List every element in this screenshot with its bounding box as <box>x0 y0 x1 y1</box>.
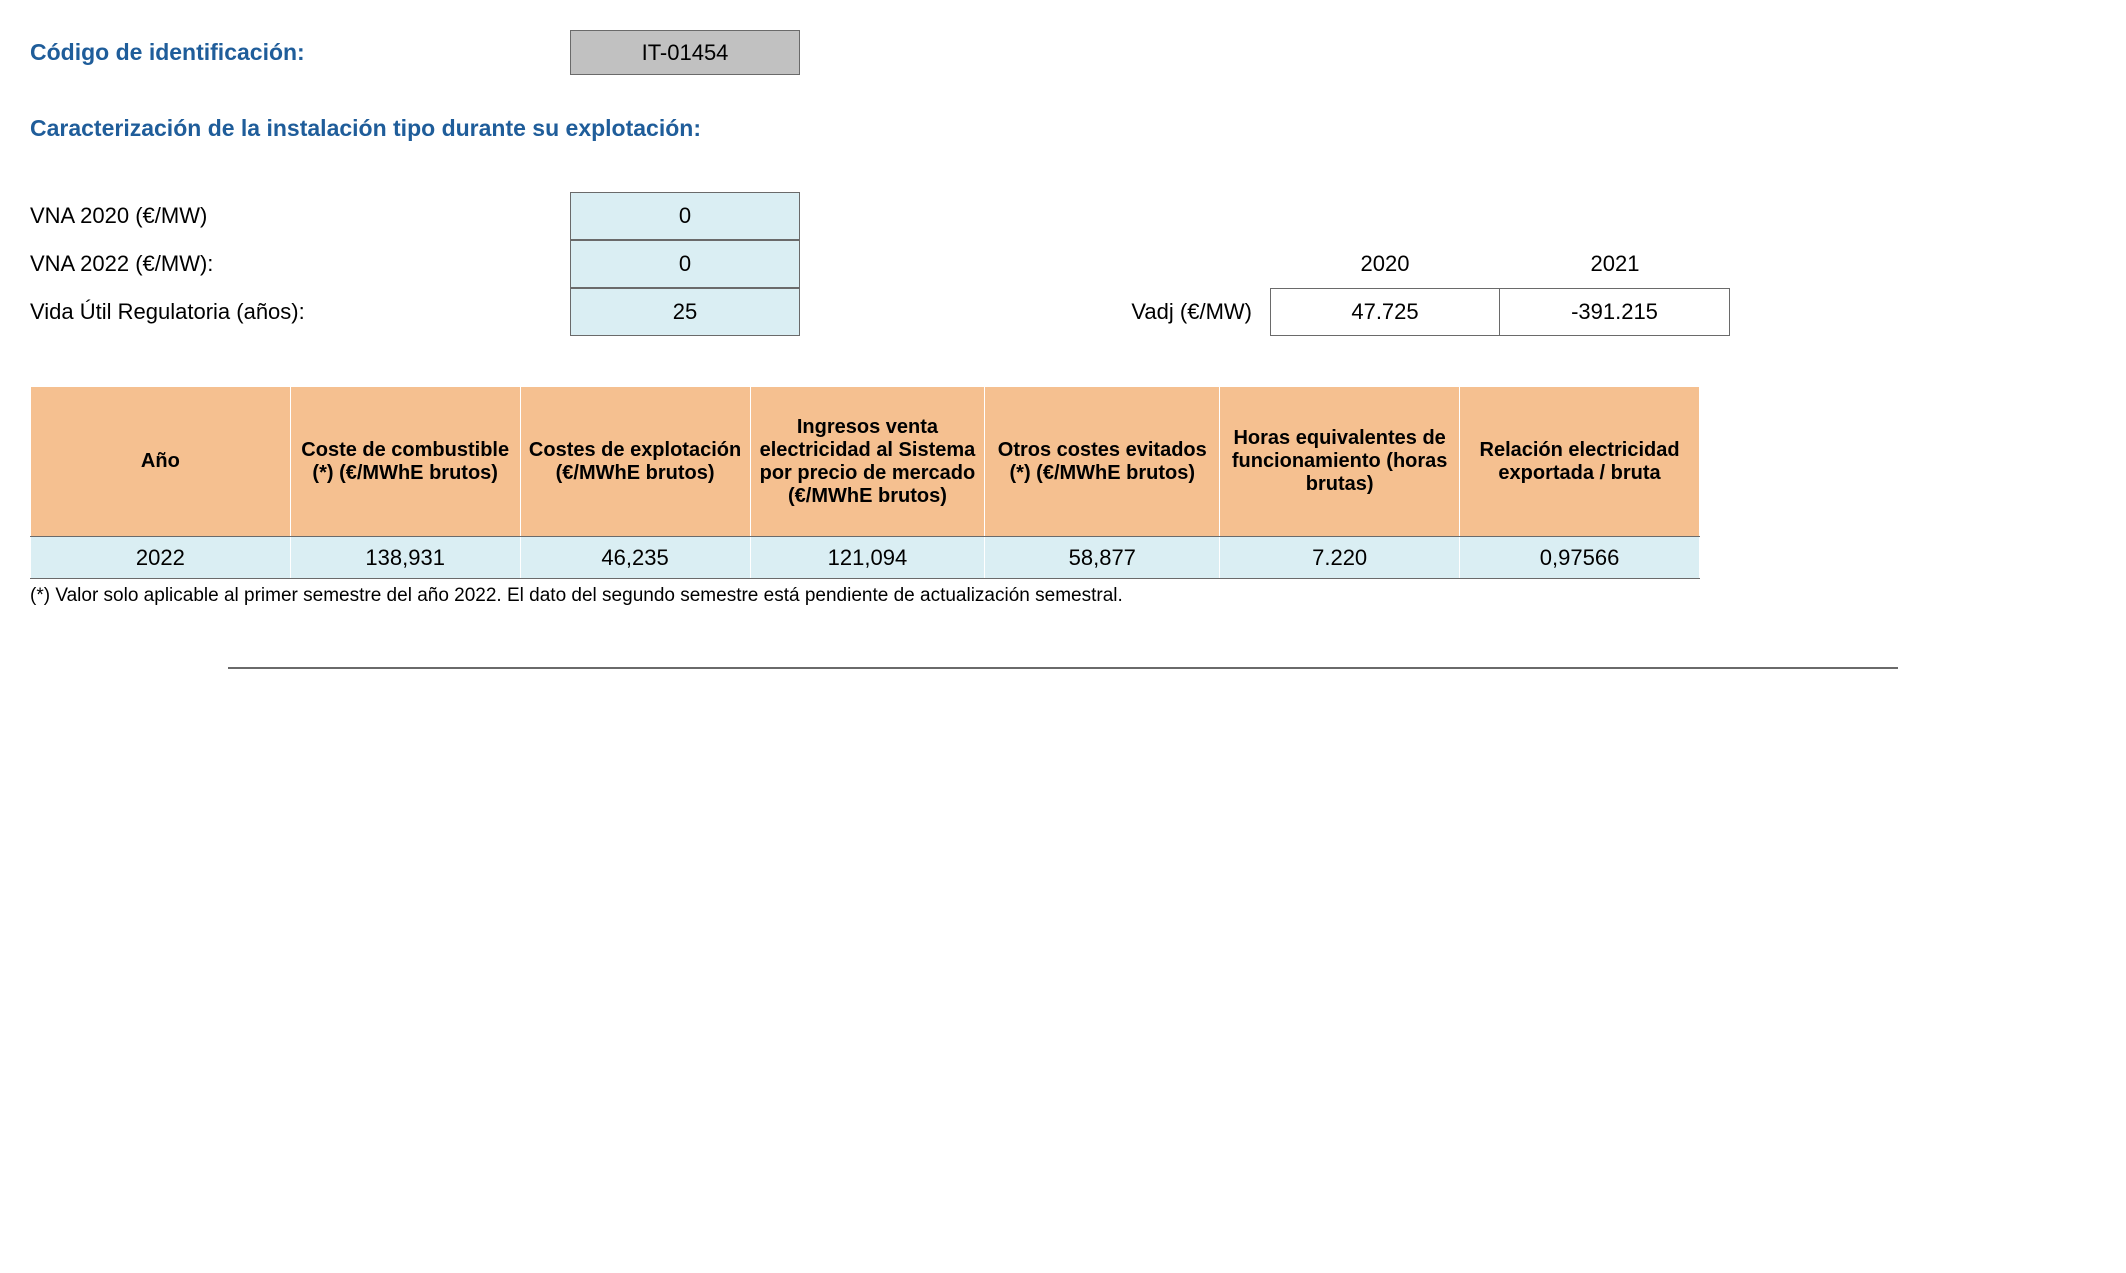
col-otros: Otros costes evitados (*) (€/MWhE brutos… <box>985 387 1220 537</box>
params-grid: VNA 2020 (€/MW) 0 VNA 2022 (€/MW): 0 202… <box>30 192 2096 336</box>
col-explot: Costes de explotación (€/MWhE brutos) <box>520 387 750 537</box>
vida-value: 25 <box>570 288 800 336</box>
cell-explot: 46,235 <box>520 537 750 579</box>
cell-ano: 2022 <box>31 537 291 579</box>
vadj-2020-value: 47.725 <box>1270 288 1500 336</box>
vadj-label: Vadj (€/MW) <box>1080 289 1270 335</box>
year-2020-label: 2020 <box>1270 251 1500 277</box>
cell-otros: 58,877 <box>985 537 1220 579</box>
cell-ingresos: 121,094 <box>750 537 985 579</box>
data-table: Año Coste de combustible (*) (€/MWhE bru… <box>30 386 1700 579</box>
id-row: Código de identificación: IT-01454 <box>30 30 2096 75</box>
vadj-2021-value: -391.215 <box>1499 288 1730 336</box>
table-header-row: Año Coste de combustible (*) (€/MWhE bru… <box>31 387 1700 537</box>
id-label: Código de identificación: <box>30 39 570 66</box>
cell-comb: 138,931 <box>290 537 520 579</box>
vna2020-label: VNA 2020 (€/MW) <box>30 193 570 239</box>
cell-rel: 0,97566 <box>1460 537 1700 579</box>
cell-horas: 7.220 <box>1220 537 1460 579</box>
divider <box>228 667 1898 669</box>
vna2022-value: 0 <box>570 240 800 288</box>
footnote: (*) Valor solo aplicable al primer semes… <box>30 585 2096 607</box>
vida-label: Vida Útil Regulatoria (años): <box>30 289 570 335</box>
year-2021-label: 2021 <box>1500 251 1730 277</box>
col-rel: Relación electricidad exportada / bruta <box>1460 387 1700 537</box>
vna2020-value: 0 <box>570 192 800 240</box>
id-value-box: IT-01454 <box>570 30 800 75</box>
col-ingresos: Ingresos venta electricidad al Sistema p… <box>750 387 985 537</box>
section-title: Caracterización de la instalación tipo d… <box>30 115 2096 142</box>
vna2022-label: VNA 2022 (€/MW): <box>30 241 570 287</box>
col-comb: Coste de combustible (*) (€/MWhE brutos) <box>290 387 520 537</box>
col-ano: Año <box>31 387 291 537</box>
table-row: 2022 138,931 46,235 121,094 58,877 7.220… <box>31 537 1700 579</box>
col-horas: Horas equivalentes de funcionamiento (ho… <box>1220 387 1460 537</box>
